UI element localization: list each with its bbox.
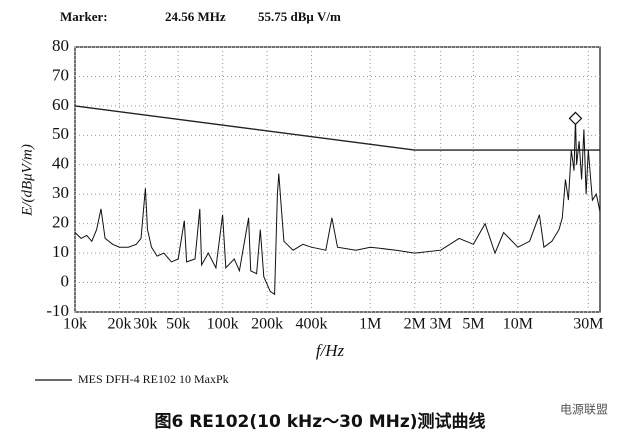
- watermark: 电源联盟: [560, 403, 608, 417]
- legend-entry: MES DFH-4 RE102 10 MaxPk: [78, 372, 229, 386]
- trace: [74, 118, 601, 296]
- marker-diamond: [568, 111, 583, 126]
- x-tick-label: 100k: [207, 316, 239, 333]
- y-tick-label: 20: [52, 213, 69, 232]
- limit-line: [74, 105, 600, 151]
- x-tick-label: 5M: [462, 316, 484, 333]
- x-tick-label: 1M: [359, 316, 381, 333]
- x-tick-label: 3M: [430, 316, 452, 333]
- x-tick-label: 400k: [296, 316, 328, 333]
- y-tick-label: 0: [61, 271, 70, 290]
- x-axis-label: f/Hz: [316, 341, 345, 360]
- y-axis-label: E/(dBμV/m): [19, 144, 35, 217]
- plot-frame: [74, 46, 601, 313]
- x-tick-label: 2M: [404, 316, 426, 333]
- y-tick-label: 10: [52, 242, 69, 261]
- x-tick-label: 30k: [133, 316, 157, 333]
- caption: 图6 RE102(10 kHz～30 MHz)测试曲线: [154, 411, 485, 432]
- marker-frequency: 24.56 MHz: [165, 9, 226, 24]
- x-tick-label: 30M: [573, 316, 603, 333]
- marker-label: Marker:: [60, 9, 108, 24]
- x-tick-label: 20k: [107, 316, 131, 333]
- x-tick-label: 50k: [166, 316, 190, 333]
- x-tick-label: 200k: [251, 316, 283, 333]
- y-tick-label: 70: [52, 65, 69, 84]
- y-tick-label: 60: [52, 95, 69, 114]
- x-tick-label: 10M: [503, 316, 533, 333]
- y-tick-label: 50: [52, 124, 69, 143]
- marker-level: 55.75 dBμ V/m: [258, 9, 341, 24]
- y-tick-label: 40: [52, 154, 69, 173]
- x-tick-label: 10k: [63, 316, 87, 333]
- y-tick-label: 80: [52, 36, 69, 55]
- y-tick-label: 30: [52, 183, 69, 202]
- y-tick-label: -10: [46, 301, 69, 320]
